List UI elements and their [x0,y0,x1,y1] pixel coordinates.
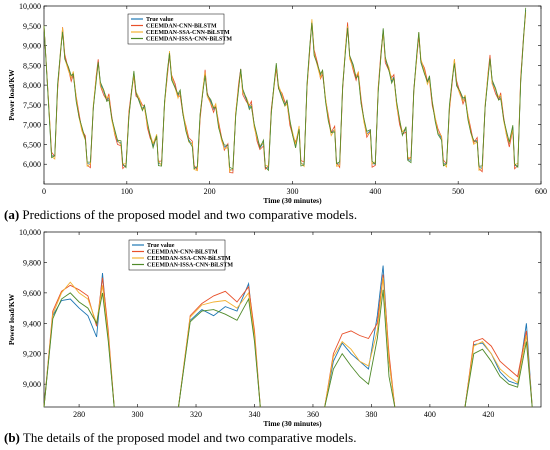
chart-a-y-axis-label: Power load/KW [7,69,16,121]
chart-a: 0 100 200 300 400 500 600 6,000 6,500 7,000 7,500 8… [7,2,547,205]
chart-a-ytick-label: 8,000 [23,81,41,90]
chart-a-legend-entry: True value [146,17,174,23]
caption-a-label: (a) [4,207,20,222]
chart-a-ytick-label: 8,500 [23,61,41,70]
chart-b-ytick-label: 9,800 [23,258,41,267]
chart-a-ytick-label: 6,000 [23,160,41,169]
caption-b-label: (b) [4,430,20,445]
chart-b-xtick-label: 280 [73,410,85,419]
chart-b-ytick-label: 9,600 [23,289,41,298]
chart-a-legend-entry: CEEMDAN-ISSA-CNN-BiLSTM [146,37,232,43]
caption-a-text: Predictions of the proposed model and tw… [22,207,358,222]
chart-b-xtick-label: 360 [307,410,319,419]
chart-b-ytick-label: 10,000 [19,228,41,237]
chart-b-xtick-label: 400 [424,410,436,419]
chart-a-legend-entry: CEEMDAN-SSA-CNN-BiLSTM [146,30,230,36]
chart-a-ytick-label: 10,000 [19,2,41,11]
chart-a-xtick-label: 0 [42,187,46,196]
chart-b-x-axis-label: Time (30 minutes) [263,419,322,428]
chart-a-legend-box [127,13,225,45]
chart-b-xtick-label: 300 [132,410,144,419]
chart-b-series-line [464,335,533,408]
chart-a-series-line [43,9,527,171]
chart-b-series-line [178,297,261,408]
chart-b-series-line [178,291,261,408]
chart-a-ytick-label: 7,500 [23,101,41,110]
chart-a-ytick-label: 6,500 [23,140,41,149]
caption-a: (a) Predictions of the proposed model an… [4,207,357,223]
caption-b-text: The details of the proposed model and tw… [22,430,357,445]
chart-b-series-line [464,330,533,408]
chart-a-x-axis-label: Time (30 minutes) [263,196,322,205]
caption-b: (b) The details of the proposed model an… [4,430,356,446]
chart-b-legend-entry: True value [147,243,175,249]
chart-b-xtick-label: 340 [248,410,260,419]
chart-a-xtick-label: 300 [287,187,299,196]
chart-b-series-line [178,281,261,408]
chart-b-legend-entry: CEEMDAN-SSA-CNN-BiLSTM [147,256,231,262]
chart-a-series-line [43,11,527,173]
chart-b-ytick-label: 9,000 [23,380,41,389]
chart-a-ytick-label: 9,000 [23,42,41,51]
chart-b-xtick-label: 380 [365,410,377,419]
chart-b: 280 300 320 340 360 380 400 420 9,000 9,200 9,400 9… [7,228,542,428]
chart-b-series-line [43,281,115,408]
chart-b-series-line [178,285,261,408]
chart-b-xtick-label: 420 [482,410,494,419]
chart-a-xtick-label: 100 [121,187,133,196]
chart-a-plot-frame [43,5,542,185]
chart-a-series-line [43,7,527,172]
chart-b-series-line [464,341,533,408]
chart-b-xtick-label: 320 [190,410,202,419]
chart-b-legend-entry: CEEMDAN-CNN-BiLSTM [147,250,218,256]
chart-b-legend-entry: CEEMDAN-ISSA-CNN-BiLSTM [147,263,233,269]
chart-b-y-axis-label: Power load/KW [7,293,16,345]
chart-a-xtick-label: 600 [535,187,547,196]
chart-b-ytick-label: 9,200 [23,350,41,359]
chart-b-legend-box [128,239,226,271]
chart-b-ytick-label: 9,400 [23,319,41,328]
chart-b-series-line [43,277,115,408]
chart-a-series-line [43,12,527,174]
chart-a-legend-entry: CEEMDAN-CNN-BiLSTM [146,24,217,30]
chart-b-plot-frame [43,231,542,408]
chart-a-xtick-label: 400 [369,187,381,196]
chart-a-ytick-label: 9,500 [23,22,41,31]
chart-a-xtick-label: 200 [204,187,216,196]
chart-b-series-line [324,289,396,408]
chart-b-series-line [324,277,396,408]
chart-a-ytick-label: 7,000 [23,121,41,130]
chart-b-series-line [43,292,115,408]
chart-a-xtick-label: 500 [452,187,464,196]
